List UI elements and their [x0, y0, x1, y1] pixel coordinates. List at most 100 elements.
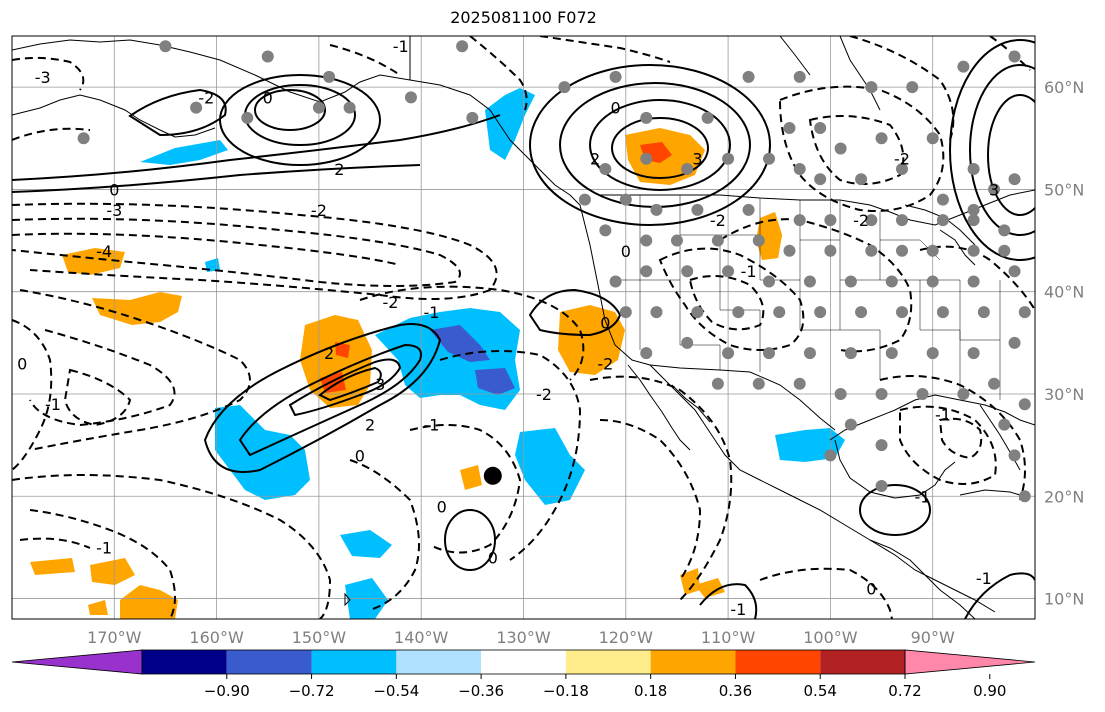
colorbar-segment [142, 650, 227, 674]
contour-label: -2 [853, 211, 869, 230]
contour-label: -2 [536, 385, 552, 404]
negative-anomaly-area [485, 88, 535, 160]
station-dot [558, 81, 571, 94]
station-dot [844, 347, 857, 360]
station-dot [824, 214, 837, 227]
station-dot [824, 244, 837, 257]
station-markers [77, 40, 1031, 503]
storm-marker [483, 466, 502, 485]
contours-positive [12, 39, 1035, 619]
positive-anomaly-area [90, 558, 135, 585]
contour-label: -1 [976, 569, 992, 588]
lon-tick-label: 110°W [701, 628, 756, 647]
station-dot [1008, 336, 1021, 349]
station-dot [875, 387, 888, 400]
station-dot [977, 306, 990, 319]
positive-anomaly-area [30, 558, 75, 575]
station-dot [896, 214, 909, 227]
station-dot [865, 214, 878, 227]
lat-tick-label: 30°N [1044, 385, 1084, 404]
station-dot [1018, 490, 1031, 503]
station-dot [619, 306, 632, 319]
positive-anomaly-area [335, 342, 350, 358]
station-dot [855, 306, 868, 319]
colorbar-segment [565, 650, 651, 674]
station-dot [967, 162, 980, 175]
station-dot [742, 203, 755, 216]
station-dot [763, 275, 776, 288]
station-dot [834, 387, 847, 400]
lon-tick-label: 130°W [496, 628, 551, 647]
station-dot [681, 336, 694, 349]
station-dot [599, 162, 612, 175]
station-dot [865, 244, 878, 257]
contour-label: 0 [488, 549, 498, 568]
station-dot [404, 91, 417, 104]
station-dot [834, 142, 847, 155]
station-dot [865, 81, 878, 94]
contour-label: -2 [597, 354, 613, 373]
positive-anomaly-area [695, 578, 725, 598]
plot-frame [11, 35, 1036, 620]
lat-tick-label: 50°N [1044, 180, 1084, 199]
contour-label: -1 [45, 395, 61, 414]
colorbar-segment [735, 650, 821, 674]
station-dot [691, 306, 704, 319]
contour-label: 0 [600, 313, 610, 332]
lon-tick-label: 140°W [394, 628, 449, 647]
station-dot [793, 162, 806, 175]
contour-label: -2 [894, 150, 910, 169]
station-dot [844, 418, 857, 431]
contour-label: -1 [914, 487, 930, 506]
station-dot [578, 193, 591, 206]
colorbar-segment [396, 650, 482, 674]
station-dot [456, 40, 469, 53]
positive-anomaly-area [680, 568, 700, 595]
contour-label: 3 [692, 150, 702, 169]
station-dot [957, 60, 970, 73]
station-dot [896, 306, 909, 319]
station-dot [875, 439, 888, 452]
colorbar-tick-label: 0.90 [973, 682, 1006, 700]
station-dot [967, 214, 980, 227]
station-dot [1008, 50, 1021, 63]
colorbar-tick-label: −0.18 [543, 682, 589, 700]
station-dot [783, 244, 796, 257]
contour-label: 2 [590, 150, 600, 169]
station-dot [640, 234, 653, 247]
lon-tick-label: 150°W [292, 628, 347, 647]
station-dot [722, 347, 735, 360]
contour-label: 2 [334, 160, 344, 179]
station-dot [650, 306, 663, 319]
station-dot [885, 347, 898, 360]
contour-label: 0 [866, 579, 876, 598]
point-markers [483, 466, 502, 485]
station-dot [466, 111, 479, 124]
station-dot [967, 275, 980, 288]
station-dot [814, 306, 827, 319]
station-dot [711, 377, 724, 390]
station-dot [936, 306, 949, 319]
contour-label: 2 [365, 416, 375, 435]
colorbar-segment [650, 650, 736, 674]
positive-anomaly-area [120, 585, 178, 619]
positive-anomaly-area [62, 248, 125, 275]
station-dot [967, 347, 980, 360]
contour-label: -1 [741, 262, 757, 281]
contour-label: -2 [311, 201, 327, 220]
station-dot [619, 193, 632, 206]
lon-tick-label: 160°W [189, 628, 244, 647]
negative-anomaly-area [515, 428, 585, 505]
contour-label: 0 [610, 99, 620, 118]
colorbar-tick-label: −0.36 [458, 682, 504, 700]
station-dot [77, 132, 90, 145]
station-dot [722, 152, 735, 165]
negative-anomaly-area [140, 140, 228, 165]
contour-label: -2 [198, 88, 214, 107]
station-dot [1008, 173, 1021, 186]
latitude-axis: 60°N 50°N 40°N 30°N 20°N 10°N [1044, 78, 1084, 608]
station-dot [875, 480, 888, 493]
station-dot [803, 347, 816, 360]
colorbar-tick-label: 0.36 [719, 682, 752, 700]
